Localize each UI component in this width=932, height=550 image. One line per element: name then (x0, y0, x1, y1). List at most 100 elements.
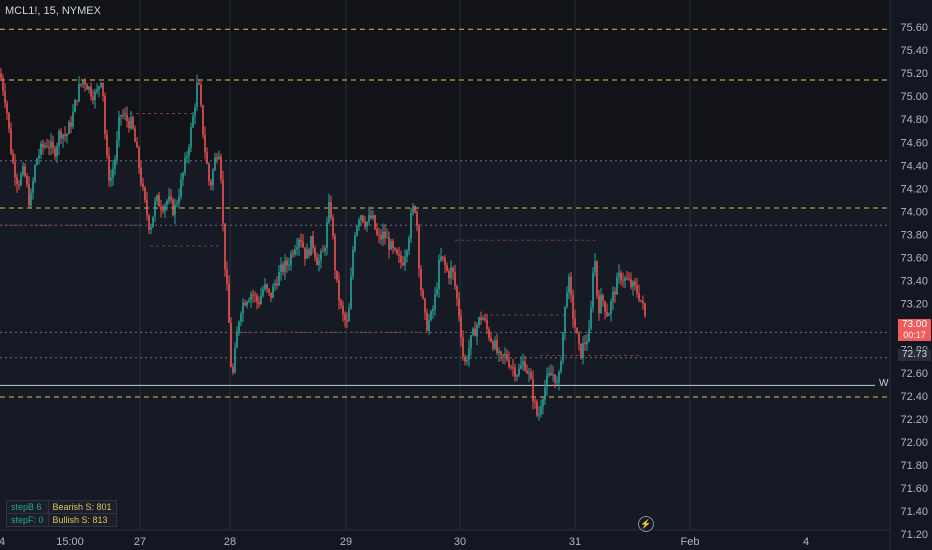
candle-body (332, 217, 334, 237)
candle-body (64, 134, 66, 137)
time-tick-7: Feb (681, 536, 700, 548)
candle-body (442, 256, 444, 259)
candle-body (582, 343, 584, 359)
candle-body (558, 372, 560, 382)
candle-body (302, 241, 304, 248)
candle-body (298, 239, 300, 248)
price-tick-17: 72.20 (900, 414, 928, 426)
current-price-tag: 73.00 00:17 (898, 319, 931, 341)
candle-body (16, 177, 18, 184)
candle-body (40, 143, 42, 155)
price-tick-20: 71.60 (900, 483, 928, 495)
candle-body (640, 300, 642, 302)
price-tick-18: 72.00 (900, 437, 928, 449)
candle-body (264, 284, 266, 290)
candle-body (596, 261, 598, 296)
candle-body (496, 340, 498, 353)
candle-body (544, 387, 546, 400)
stats-row-2: stepF: 0 Bullish S: 813 (6, 513, 117, 527)
price-tick-4: 74.80 (900, 114, 928, 126)
candle-body (378, 234, 380, 236)
step-b-cell: stepB 6 (6, 500, 49, 514)
candle-body (634, 281, 636, 286)
candle-body (512, 367, 514, 369)
candle-body (418, 225, 420, 269)
candle-body (90, 86, 92, 97)
candle-body (282, 264, 284, 272)
candle-body (262, 289, 264, 296)
candle-body (242, 303, 244, 314)
price-tick-21: 71.40 (900, 506, 928, 518)
candle-body (312, 236, 314, 248)
candle-body (182, 172, 184, 180)
candle-body (530, 372, 532, 380)
candle-body (454, 272, 456, 287)
candle-body (36, 158, 38, 166)
candle-body (550, 373, 552, 376)
candle-body (0, 73, 2, 79)
candle-body (472, 328, 474, 336)
candle-body (220, 156, 222, 180)
candle-body (318, 260, 320, 266)
candle-body (628, 279, 630, 281)
candle-body (6, 102, 8, 113)
candle-body (56, 146, 58, 157)
candle-body (316, 257, 318, 266)
candle-body (538, 414, 540, 416)
candle-body (374, 215, 376, 229)
candle-body (248, 300, 250, 302)
candle-body (630, 279, 632, 287)
candle-body (328, 202, 330, 223)
candle-body (54, 148, 56, 157)
candle-body (162, 209, 164, 212)
candle-body (452, 267, 454, 273)
candle-body (128, 120, 130, 129)
candle-body (166, 200, 168, 205)
price-tick-7: 74.20 (900, 183, 928, 195)
candle-body (152, 216, 154, 228)
candle-body (98, 86, 100, 90)
candle-body (228, 283, 230, 323)
candle-body (412, 206, 414, 214)
candle-body (480, 317, 482, 320)
price-tick-8: 74.00 (900, 206, 928, 218)
price-tick-15: 72.60 (900, 368, 928, 380)
step-f-cell: stepF: 0 (6, 513, 49, 527)
candle-body (462, 337, 464, 357)
candle-body (352, 250, 354, 277)
candle-body (346, 320, 348, 322)
candle-body (426, 312, 428, 331)
price-tick-10: 73.60 (900, 253, 928, 265)
candle-body (174, 204, 176, 216)
candle-body (502, 354, 504, 356)
candle-body (398, 254, 400, 256)
candle-body (214, 157, 216, 171)
candle-body (212, 170, 214, 186)
candle-body (292, 253, 294, 255)
candle-body (522, 361, 524, 366)
candle-body (638, 292, 640, 301)
candle-body (560, 361, 562, 373)
candle-body (518, 368, 520, 376)
time-tick-4: 29 (340, 536, 352, 548)
candle-body (482, 318, 484, 320)
candle-body (208, 163, 210, 182)
candle-body (344, 314, 346, 321)
candle-body (636, 285, 638, 293)
candle-body (396, 249, 398, 255)
candle-body (270, 292, 272, 298)
candle-body (532, 379, 534, 402)
candle-body (576, 327, 578, 334)
candle-body (404, 256, 406, 266)
candle-body (380, 235, 382, 240)
lightning-icon[interactable]: ⚡ (638, 516, 654, 532)
candle-body (160, 206, 162, 210)
candle-body (510, 366, 512, 368)
candle-body (94, 91, 96, 101)
candle-body (104, 95, 106, 135)
candle-body (376, 228, 378, 235)
candle-body (334, 236, 336, 271)
candle-body (554, 374, 556, 383)
candle-body (448, 270, 450, 279)
